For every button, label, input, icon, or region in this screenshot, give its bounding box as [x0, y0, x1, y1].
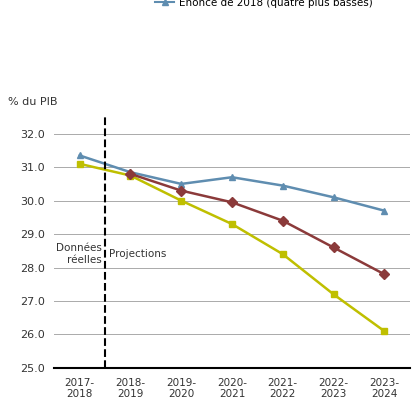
Énoncé de 2018 (quatre plus hautes) [382, 329, 387, 334]
Énoncé de 2018 (quatre plus hautes) [179, 198, 184, 203]
Énoncé de 2018 (quatre plus basses) [128, 170, 133, 175]
Énoncé de 2018 [280, 218, 285, 223]
Énoncé de 2018 (quatre plus basses) [280, 183, 285, 188]
Énoncé de 2018 (quatre plus basses) [382, 208, 387, 213]
Énoncé de 2018 (quatre plus hautes) [128, 173, 133, 178]
Line: Énoncé de 2018 (quatre plus basses): Énoncé de 2018 (quatre plus basses) [76, 152, 388, 214]
Énoncé de 2018 [331, 245, 336, 250]
Line: Énoncé de 2018: Énoncé de 2018 [127, 171, 388, 278]
Énoncé de 2018 [128, 171, 133, 176]
Text: Données
réelles: Données réelles [56, 243, 102, 265]
Line: Énoncé de 2018 (quatre plus hautes): Énoncé de 2018 (quatre plus hautes) [76, 161, 388, 334]
Énoncé de 2018 (quatre plus hautes) [331, 292, 336, 297]
Legend: Énoncé de 2018, Énoncé de 2018 (quatre plus hautes), Énoncé de 2018 (quatre plus: Énoncé de 2018, Énoncé de 2018 (quatre p… [155, 0, 373, 8]
Énoncé de 2018 (quatre plus basses) [179, 181, 184, 186]
Énoncé de 2018 (quatre plus basses) [331, 195, 336, 200]
Énoncé de 2018 (quatre plus hautes) [77, 161, 82, 166]
Text: % du PIB: % du PIB [8, 97, 58, 107]
Énoncé de 2018 (quatre plus basses) [229, 175, 234, 180]
Énoncé de 2018 (quatre plus hautes) [229, 222, 234, 227]
Énoncé de 2018 [229, 200, 234, 205]
Énoncé de 2018 (quatre plus hautes) [280, 252, 285, 257]
Text: Projections: Projections [109, 249, 166, 259]
Énoncé de 2018 [382, 272, 387, 277]
Énoncé de 2018 (quatre plus basses) [77, 153, 82, 158]
Énoncé de 2018 [179, 188, 184, 193]
